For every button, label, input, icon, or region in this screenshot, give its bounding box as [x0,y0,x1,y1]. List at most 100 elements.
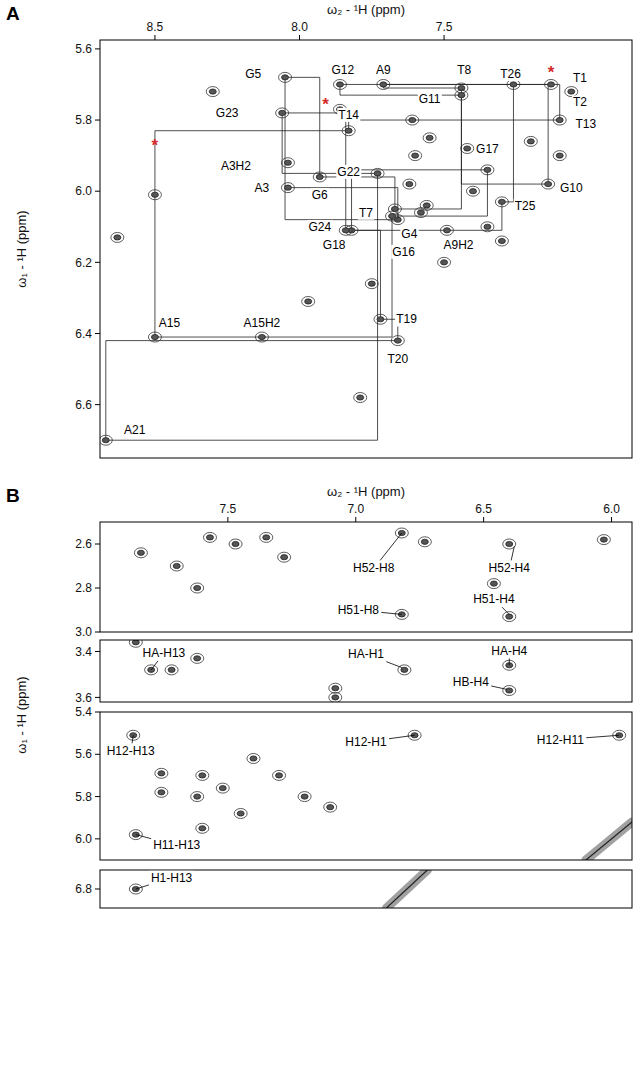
x-tick [154,35,155,40]
peak-core [357,395,364,400]
label-patch [142,646,187,660]
peak-core [426,135,433,140]
peak-label: HA-H4 [491,644,527,658]
annotation: G22 [336,165,361,179]
peak-core [498,199,505,204]
annotation: A15 [158,316,182,330]
peak [313,172,326,182]
label-patch [488,561,532,575]
annotation: T26 [499,67,522,81]
peak [495,197,508,207]
x-tick-label: 8.0 [291,20,308,34]
peak-label: T14 [338,108,359,122]
peak-core [506,541,513,546]
peak [440,225,453,235]
y-tick [95,544,100,545]
peak-label: HA-H1 [348,647,384,661]
annotation: G12 [331,63,356,77]
label-patch [347,647,385,661]
peak-label: G16 [392,245,415,259]
peak-label: * [152,136,159,155]
peak [409,151,422,161]
y-tick-label: 6.8 [75,882,92,896]
label-patch [456,63,472,77]
peak-core [132,640,139,645]
peak-core [194,794,201,799]
plot-frame [100,640,632,702]
leader-line [136,835,151,839]
peak-core [250,756,257,761]
peak-core [219,786,226,791]
peak-label: T8 [457,63,471,77]
annotation: G23 [215,106,240,120]
peak-label: T25 [515,199,536,213]
peak [191,583,204,593]
peak-label: H1-H13 [151,871,193,885]
marks [100,72,578,445]
leader-line [586,735,619,737]
peak-core [380,82,387,87]
x-tick-label: 8.5 [147,20,164,34]
peak-core [279,110,286,115]
peak [278,552,291,562]
annotation: H12-H13 [106,735,156,758]
label-patch [536,733,585,747]
peak [276,108,289,118]
annotation: * [547,63,556,82]
y-tick [95,588,100,589]
peak-label: T19 [396,312,417,326]
peak-core [406,181,413,186]
peak-core [412,153,419,158]
label-patch [443,238,475,252]
leader-line [151,661,158,670]
peak-label: H52-H8 [353,561,395,575]
annotation: G6 [311,188,329,202]
peak-core [206,535,213,540]
peak [281,158,294,168]
peak [255,332,268,342]
label-patch [322,238,347,252]
y-tick-label: 6.0 [75,832,92,846]
annotation: G5 [244,67,262,81]
peak [386,211,399,221]
peak [418,537,431,547]
peak [196,823,209,833]
annotation: G16 [391,245,416,259]
plot-frame [100,522,632,632]
annotation: H51-H4 [472,592,516,614]
label-patch [472,592,516,606]
peak-core [114,235,121,240]
annotation: HA-H13 [142,646,187,670]
figure: 5.65.86.06.26.46.68.58.07.5ω₂ - ¹H (ppm)… [0,0,642,1078]
peak [420,200,433,210]
x-tick [227,517,228,522]
peak [148,190,161,200]
y-tick [95,754,100,755]
peak-core [458,93,465,98]
peak [247,754,260,764]
peak [597,535,610,545]
peak-core [194,656,201,661]
peak-label: T2 [573,95,587,109]
peak-core [258,334,265,339]
peak [414,208,427,218]
annotations: HA-H13HA-H1HA-H4HB-H4 [142,644,529,690]
peak-core [527,139,534,144]
annotation: A3H2 [220,159,252,173]
annotation: H1-H13 [136,871,194,889]
x-tick-label: 7.0 [347,502,364,516]
peak [354,393,367,403]
label-patch [418,92,442,106]
peak-core [284,185,291,190]
peak-label: G22 [337,165,360,179]
peak-core [173,563,180,568]
leader-line [380,533,402,560]
annotation: T13 [574,117,597,131]
peak-core [148,667,155,672]
label-patch [337,108,360,122]
peak-label: T1 [573,71,587,85]
peak [281,183,294,193]
label-patch [490,644,528,658]
x-tick [299,35,300,40]
leader-line [389,735,415,738]
